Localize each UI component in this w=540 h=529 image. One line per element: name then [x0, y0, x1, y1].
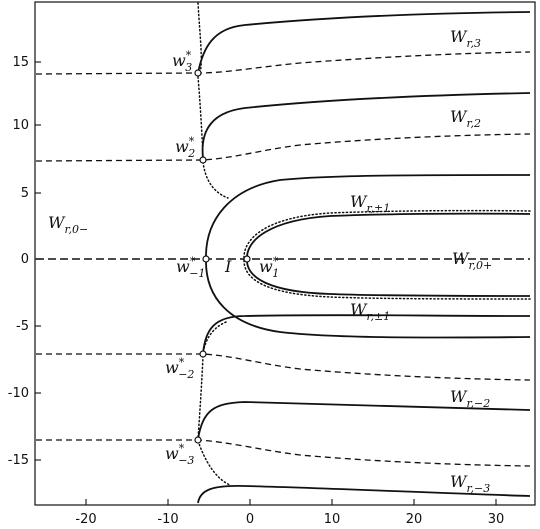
y-tick-label: 0 [21, 252, 29, 267]
label-w1-star: w* 1 [259, 255, 279, 280]
label-w3-star: w* 3 [172, 49, 192, 74]
label-wm3-star: w* −3 [165, 442, 194, 467]
dashed-curve-2 [35, 133, 531, 162]
y-tick-label: 15 [12, 55, 29, 70]
label-wm1-star: w* −1 [176, 255, 205, 280]
label-w-rm3: Wr,−3 [450, 472, 490, 495]
label-w-r0plus: Wr,0+ [452, 249, 492, 272]
label-region-i: I [224, 257, 232, 276]
y-axis: 15 10 5 0 -5 -10 -15 [8, 55, 41, 468]
x-axis: -20 -10 0 10 20 30 [75, 499, 504, 527]
x-tick-label: 10 [324, 512, 341, 527]
y-tick-label: -5 [16, 319, 29, 334]
label-w-rm2: Wr,−2 [450, 387, 490, 410]
y-tick-label: -10 [8, 386, 29, 401]
solid-curve-m2 [202, 314, 531, 355]
dotted-curve-top [197, 2, 203, 74]
solid-curve-2 [201, 92, 531, 159]
y-tick-label: 10 [12, 118, 29, 133]
plot-frame [34, 1, 536, 506]
dashed-curve-m3 [36, 439, 531, 467]
label-w-r2: Wr,2 [450, 107, 481, 130]
dotted-curve-m3 [197, 440, 231, 486]
solid-curve-top [197, 11, 531, 74]
dotted-curve-2b [202, 161, 229, 199]
y-tick-label: -15 [8, 453, 29, 468]
solid-curve-bottom [197, 485, 531, 504]
x-tick-label: 0 [246, 512, 254, 527]
label-wm2-star: w* −2 [165, 356, 194, 381]
label-w2-star: w* 2 [175, 135, 195, 160]
critical-point-w1 [243, 255, 251, 263]
y-tick-label: 5 [21, 186, 29, 201]
critical-point-w3 [194, 69, 202, 77]
critical-point-wm3 [194, 436, 202, 444]
label-w-rpm1-bottom: Wr,±1 [350, 300, 390, 323]
dotted-curve-m2b [197, 355, 204, 440]
x-tick-label: 20 [406, 512, 423, 527]
critical-point-wm2 [199, 350, 207, 358]
dashed-curve-top [35, 51, 531, 75]
x-tick-label: 30 [488, 512, 505, 527]
label-w-r3: Wr,3 [450, 27, 481, 50]
critical-point-wm1 [202, 255, 210, 263]
x-tick-label: -20 [75, 512, 96, 527]
solid-curve-m3 [197, 401, 531, 440]
x-tick-label: -10 [157, 512, 178, 527]
dashed-curve-m2 [36, 353, 531, 381]
critical-point-w2 [199, 156, 207, 164]
solid-curve-inner-loop [246, 212, 531, 297]
label-w-rpm1-top: Wr,±1 [350, 192, 390, 215]
label-w-r0minus: Wr,0− [48, 213, 88, 236]
